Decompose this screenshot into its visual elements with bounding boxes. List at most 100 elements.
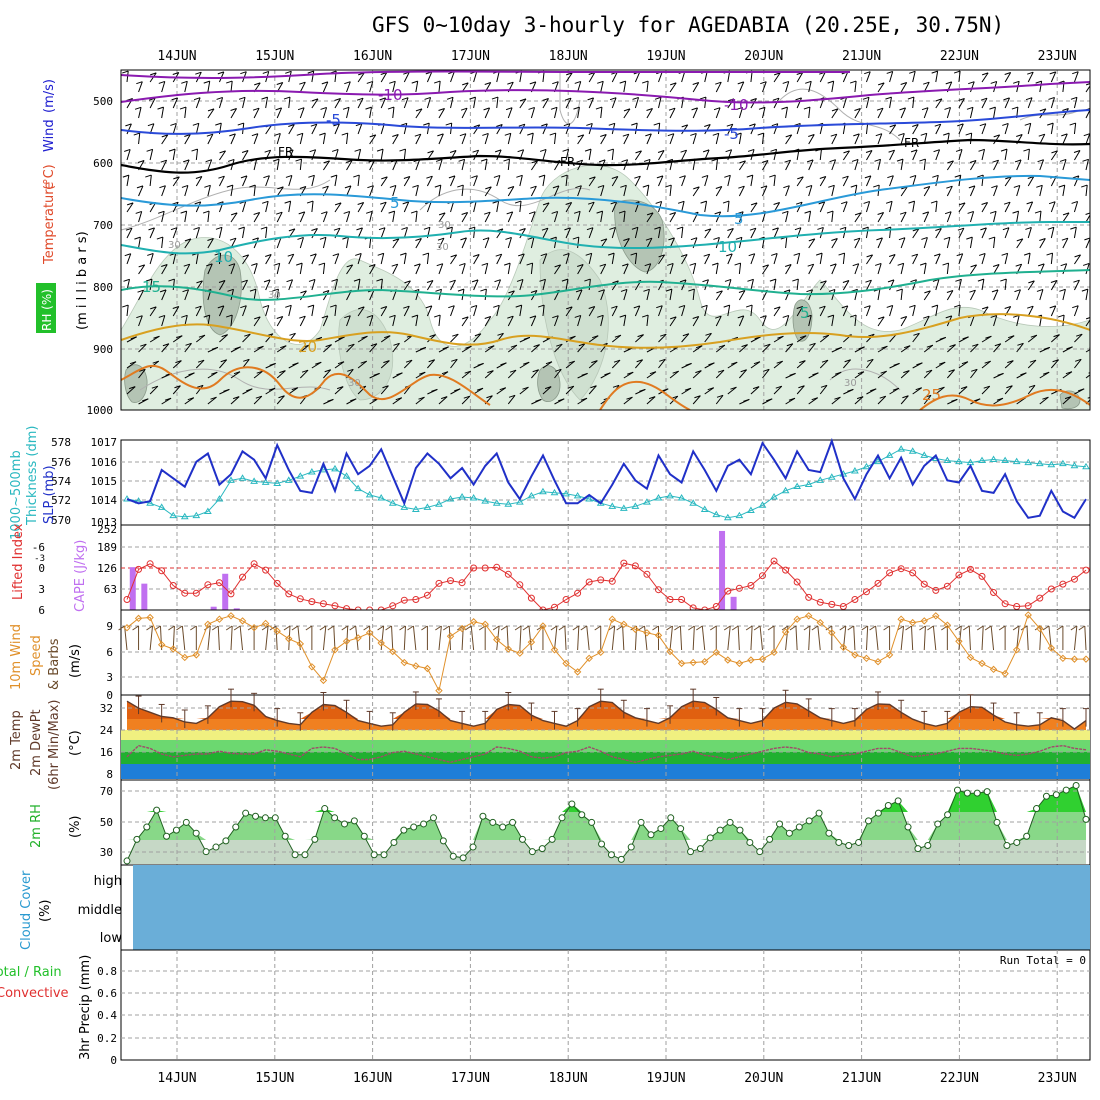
wind-barb-flag — [977, 174, 984, 178]
wind-barb — [357, 279, 361, 291]
wind-barb-flag — [899, 107, 906, 111]
wind-barb — [1062, 185, 1066, 197]
data-point — [585, 495, 594, 502]
wind-barb — [1050, 253, 1054, 265]
wind-barb — [738, 81, 745, 93]
wind-barb-flag — [578, 343, 586, 347]
wind-barb — [403, 97, 409, 109]
wind-barb-flag — [1043, 346, 1050, 350]
wind-barb — [842, 201, 848, 213]
wind-barb-flag — [580, 625, 588, 631]
data-point — [420, 820, 428, 828]
data-point — [1062, 786, 1070, 794]
data-point — [411, 505, 420, 512]
wind-barb-flag — [888, 254, 896, 257]
data-point — [766, 835, 774, 843]
data-point — [222, 837, 230, 845]
wind-barb-flag — [978, 148, 985, 152]
wind-barb-flag — [280, 345, 287, 349]
wind-barb — [242, 150, 249, 161]
t2m-tick-16: 16 — [100, 746, 113, 759]
date-label-top: 19JUN — [646, 49, 685, 64]
wind-barb — [161, 134, 169, 145]
wind-barb — [450, 305, 455, 317]
wind-barb-flag — [353, 278, 361, 282]
wind-barb — [737, 625, 740, 651]
wind-barb-flag — [677, 200, 685, 204]
wind-barb-flag — [612, 280, 619, 284]
wind-barb-flag — [741, 344, 748, 348]
wind-barb-flag — [324, 369, 331, 373]
wind-barb — [935, 253, 941, 265]
wind-barb-flag — [805, 184, 813, 188]
wind-barb-flag — [407, 625, 414, 631]
wind-barb — [207, 108, 215, 119]
wind-barb-flag — [830, 133, 837, 137]
wind-barb-flag — [1007, 360, 1014, 364]
wind-barb-flag — [388, 210, 395, 214]
wind-barb-flag — [736, 211, 744, 215]
wind-barb — [1027, 359, 1037, 369]
wind-barb-flag — [627, 371, 634, 375]
wind-barb — [727, 201, 730, 213]
wind-barb — [126, 253, 132, 265]
wind-barb — [981, 72, 989, 83]
wind-barb — [334, 175, 338, 187]
date-label-top: 16JUN — [353, 49, 392, 64]
wind-barb — [473, 279, 479, 291]
wind-barb — [265, 333, 274, 343]
wind-barb-flag — [804, 210, 811, 214]
wind-barb-flag — [854, 212, 862, 216]
wind-barb — [1085, 185, 1088, 197]
data-point — [423, 591, 431, 599]
wind-barb — [831, 396, 841, 405]
wind-barb-flag — [962, 336, 969, 340]
wind-barb-flag — [334, 98, 341, 101]
wind-barb-flag — [529, 315, 536, 319]
wind-barb-flag — [750, 98, 757, 101]
wind-barb — [564, 625, 567, 651]
wind-barb — [565, 202, 573, 213]
data-point — [1024, 611, 1032, 619]
wind-barb — [450, 279, 456, 291]
wind-barb-flag — [863, 200, 870, 204]
wind-barb — [392, 159, 398, 171]
wind-barb — [715, 159, 718, 171]
wind-barb-flag — [252, 237, 259, 241]
upper-left-labels: RH (%) Temperature (°C) Wind (m/s) (m i … — [36, 79, 90, 333]
wind-barb-flag — [538, 174, 545, 178]
wind-barb — [438, 371, 449, 379]
wind-barb-flag — [864, 175, 872, 179]
isotherm-minus-5 — [121, 109, 1090, 135]
ytick-600: 600 — [93, 157, 113, 170]
wind-barb — [172, 123, 177, 135]
wind-barb — [346, 343, 355, 353]
wind-barb-flag — [597, 184, 605, 188]
wind-barb-flag — [1064, 396, 1072, 400]
wind-barb — [854, 315, 857, 327]
wind-barb — [1004, 123, 1009, 135]
wind-barb-flag — [927, 625, 934, 631]
data-point — [747, 656, 755, 664]
wind-barb-flag — [1006, 385, 1013, 389]
wind-barb — [577, 159, 584, 171]
wind-barb-flag — [549, 132, 556, 136]
wind-barb — [438, 315, 441, 327]
data-point — [342, 637, 351, 646]
wind-barb-flag — [817, 226, 824, 230]
wind-barb-flag — [874, 158, 881, 162]
label-thickness-2: Thickness (dm) — [25, 426, 40, 526]
wind-barb — [750, 361, 761, 369]
wind-barb — [542, 279, 546, 291]
wind-barb-flag — [175, 360, 182, 364]
wind-barb-flag — [877, 212, 884, 215]
wind-barb-flag — [567, 385, 574, 389]
data-point — [573, 668, 582, 676]
wind-barb-flag — [681, 254, 688, 257]
data-point — [172, 826, 180, 834]
data-point — [319, 600, 327, 608]
wind-barb-flag — [122, 70, 129, 74]
wind-barb-flag — [923, 315, 930, 319]
wind-barb-flag — [426, 280, 434, 283]
wind-barb — [970, 264, 977, 275]
